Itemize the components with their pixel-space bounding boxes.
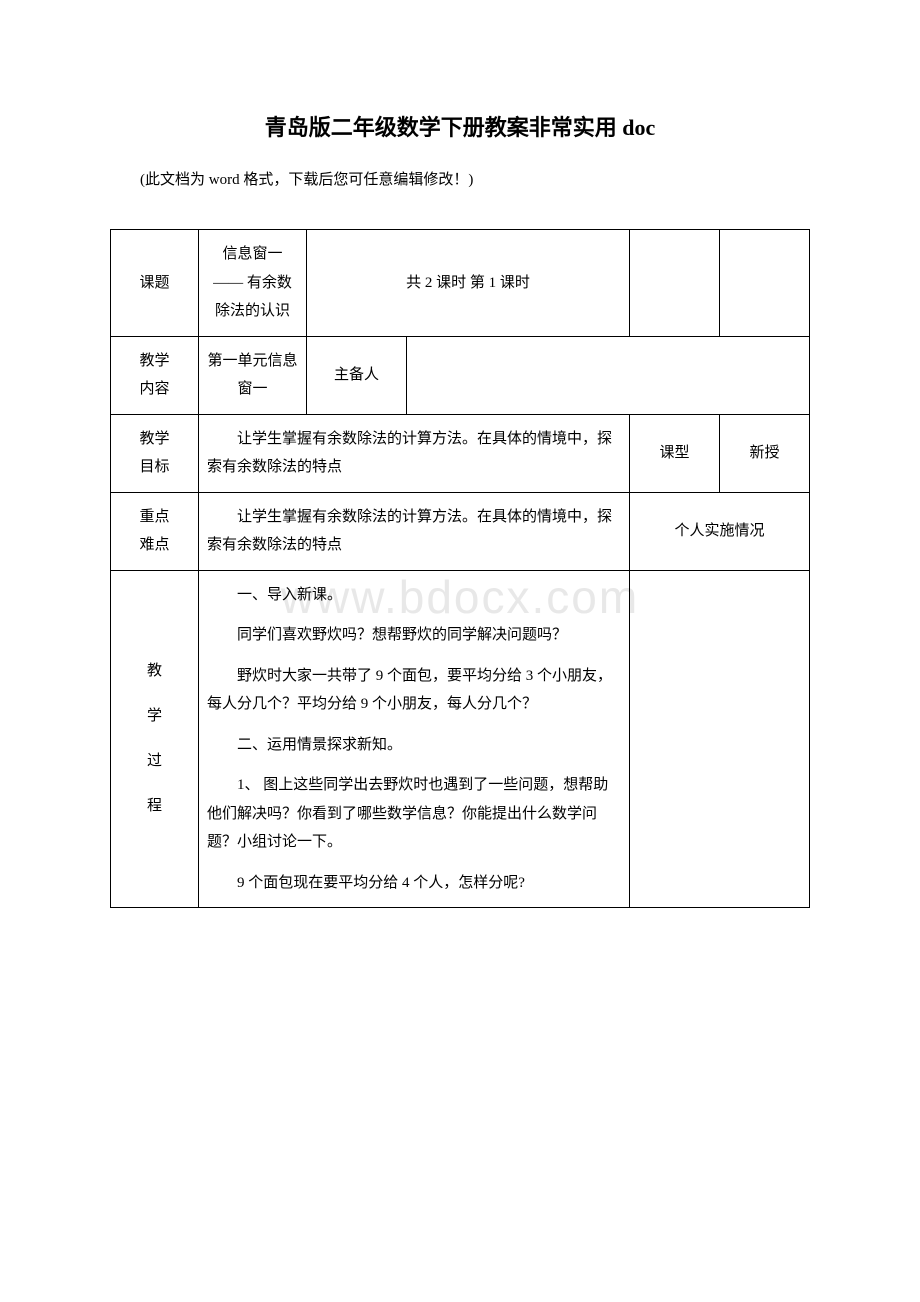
process-p3: 野炊时大家一共带了 9 个面包，要平均分给 3 个小朋友，每人分几个？平均分给 … [207,662,621,719]
cell-topic-info: 信息窗一 —— 有余数除法的认识 [199,230,307,337]
cell-unit-info: 第一单元信息窗一 [199,336,307,414]
cell-topic-empty1 [630,230,720,337]
cell-process-empty [630,570,810,908]
label-key-difficult: 重点难点 [111,492,199,570]
label-teaching-content: 教学内容 [111,336,199,414]
cell-topic-empty2 [720,230,810,337]
cell-session-info: 共 2 课时 第 1 课时 [307,230,630,337]
process-p6: 9 个面包现在要平均分给 4 个人，怎样分呢? [207,869,621,898]
cell-process-content: 一、导入新课。 同学们喜欢野炊吗？想帮野炊的同学解决问题吗？ 野炊时大家一共带了… [199,570,630,908]
process-p1: 一、导入新课。 [207,581,621,610]
cell-lesson-type-value: 新授 [720,414,810,492]
label-teaching-process: 教学过程 [111,570,199,908]
page-title: 青岛版二年级数学下册教案非常实用 doc [110,110,810,142]
label-teaching-goal: 教学目标 [111,414,199,492]
label-lesson-type: 课型 [630,414,720,492]
cell-goal-text: 让学生掌握有余数除法的计算方法。在具体的情境中，探索有余数除法的特点 [199,414,630,492]
process-p2: 同学们喜欢野炊吗？想帮野炊的同学解决问题吗？ [207,621,621,650]
cell-key-text: 让学生掌握有余数除法的计算方法。在具体的情境中，探索有余数除法的特点 [199,492,630,570]
label-implementation: 个人实施情况 [630,492,810,570]
process-p5: 1、 图上这些同学出去野炊时也遇到了一些问题，想帮助他们解决吗？你看到了哪些数学… [207,771,621,857]
cell-preparer-empty [407,336,810,414]
row-topic: 课题 信息窗一 —— 有余数除法的认识 共 2 课时 第 1 课时 [111,230,810,337]
row-key-difficult: 重点难点 让学生掌握有余数除法的计算方法。在具体的情境中，探索有余数除法的特点 … [111,492,810,570]
label-main-preparer: 主备人 [307,336,407,414]
page-subtitle: (此文档为 word 格式，下载后您可任意编辑修改！) [110,168,810,189]
lesson-plan-table: 课题 信息窗一 —— 有余数除法的认识 共 2 课时 第 1 课时 教学内容 第… [110,229,810,908]
process-p4: 二、运用情景探求新知。 [207,731,621,760]
label-topic: 课题 [111,230,199,337]
row-content: 教学内容 第一单元信息窗一 主备人 [111,336,810,414]
row-goal: 教学目标 让学生掌握有余数除法的计算方法。在具体的情境中，探索有余数除法的特点 … [111,414,810,492]
row-process: 教学过程 一、导入新课。 同学们喜欢野炊吗？想帮野炊的同学解决问题吗？ 野炊时大… [111,570,810,908]
